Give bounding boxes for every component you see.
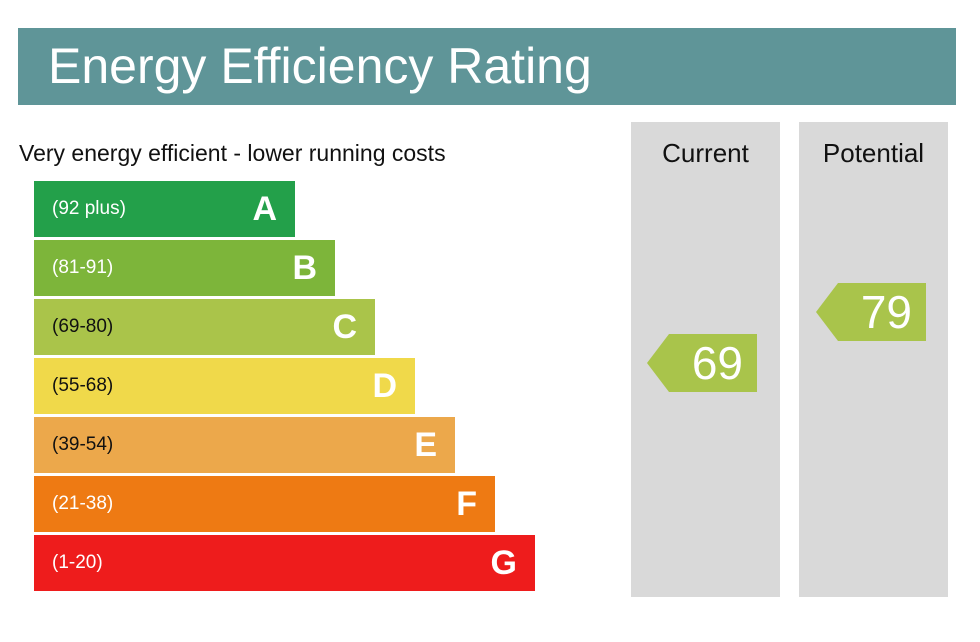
band-letter: G (490, 544, 517, 582)
potential-column-title: Potential (822, 138, 925, 168)
band-range-label: (39-54) (52, 434, 114, 455)
band-letter: D (372, 367, 397, 405)
potential-rating-arrow: 79 (816, 283, 926, 342)
band-range-label: (92 plus) (52, 198, 126, 219)
header-bar: Energy Efficiency Rating (18, 28, 956, 105)
chart-subtitle: Very energy efficient - lower running co… (19, 140, 446, 166)
page-title: Energy Efficiency Rating (48, 38, 592, 94)
band-letter: E (414, 426, 437, 464)
current-rating-arrow-shape (647, 334, 757, 392)
band-range-label: (55-68) (52, 375, 114, 396)
band-letter: A (252, 190, 277, 228)
potential-rating-arrow-shape (816, 283, 926, 342)
band-f: (21-38) F (34, 476, 495, 532)
current-rating-arrow: 69 (647, 334, 757, 392)
band-range-label: (69-80) (52, 316, 114, 337)
current-column-title: Current (662, 138, 749, 168)
band-a: (92 plus) A (34, 181, 295, 237)
potential-rating-value: 79 (860, 286, 912, 339)
band-g: (1-20) G (34, 535, 535, 591)
band-letter: B (292, 249, 317, 287)
band-letter: C (332, 308, 357, 346)
band-d: (55-68) D (34, 358, 415, 414)
band-range-label: (81-91) (52, 257, 114, 278)
band-c: (69-80) C (34, 299, 375, 355)
band-e: (39-54) E (34, 417, 455, 473)
current-rating-value: 69 (691, 337, 743, 389)
band-range-label: (1-20) (52, 552, 103, 573)
band-letter: F (456, 485, 477, 523)
band-b: (81-91) B (34, 240, 335, 296)
band-range-label: (21-38) (52, 493, 114, 514)
potential-column: Potential (799, 122, 948, 597)
